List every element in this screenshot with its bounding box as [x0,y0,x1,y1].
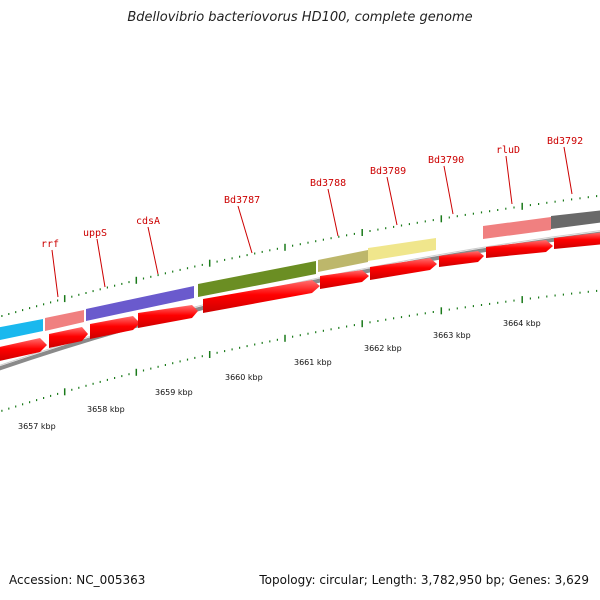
scale-label: 3663 kbp [433,331,471,340]
gene-label-leader [147,226,159,275]
cds-arrow[interactable] [486,240,553,258]
gene-label-uppS[interactable]: uppS [83,228,107,239]
cds-arrow[interactable] [90,316,140,339]
gene-label-leader [51,249,59,298]
scale-label: 3661 kbp [294,358,332,367]
scale-label: 3662 kbp [364,344,402,353]
cds-arrow[interactable] [439,251,484,267]
gene-label-leader [563,146,573,195]
accession-text: Accession: NC_005363 [9,573,146,587]
gene-label-Bd3789[interactable]: Bd3789 [370,166,406,177]
gene-label-cdsA[interactable]: cdsA [136,216,160,227]
scale-label: 3658 kbp [87,405,125,414]
gene-label-Bd3792[interactable]: Bd3792 [547,136,583,147]
feature-bar[interactable] [318,250,368,272]
cds-arrow[interactable] [0,338,47,362]
gene-label-rluD[interactable]: rluD [496,145,520,156]
gene-label-leader [505,155,513,205]
cds-track [0,232,600,362]
scale-labels: 3657 kbp 3658 kbp 3659 kbp 3660 kbp 3661… [18,319,541,431]
scale-label: 3660 kbp [225,373,263,382]
gene-label-leader [327,188,339,237]
gene-label-Bd3787[interactable]: Bd3787 [224,195,260,206]
gene-label-leader [443,165,454,215]
cds-arrow[interactable] [320,270,369,289]
scale-label: 3657 kbp [18,422,56,431]
feature-bar[interactable] [86,286,194,321]
gene-label-leader [96,238,106,288]
gene-label-leaders [51,146,573,298]
cds-arrow[interactable] [49,327,88,348]
upper-tick-track [1,195,598,317]
map-title: Bdellovibrio bacteriovorus HD100, comple… [127,10,473,25]
gene-label-rrf[interactable]: rrf [41,239,59,250]
scale-label: 3659 kbp [155,388,193,397]
feature-bar[interactable] [0,319,43,341]
gene-label-leader [237,205,253,254]
scale-label: 3664 kbp [503,319,541,328]
feature-track [0,210,600,341]
cds-arrow[interactable] [370,258,437,280]
cds-arrow[interactable] [203,280,320,313]
cds-arrow[interactable] [554,232,600,249]
feature-bar[interactable] [198,261,316,297]
gene-label-Bd3788[interactable]: Bd3788 [310,178,346,189]
feature-bar[interactable] [368,238,436,261]
feature-bar[interactable] [483,217,551,239]
lower-tick-track [1,289,598,412]
cds-arrow[interactable] [138,305,198,328]
feature-bar[interactable] [551,210,600,229]
gene-label-leader [386,176,398,226]
feature-bar[interactable] [45,310,84,331]
genome-summary-text: Topology: circular; Length: 3,782,950 bp… [259,573,589,587]
gene-labels: rrf uppS cdsA Bd3787 Bd3788 Bd3789 Bd379… [41,136,583,250]
gene-label-Bd3790[interactable]: Bd3790 [428,155,464,166]
